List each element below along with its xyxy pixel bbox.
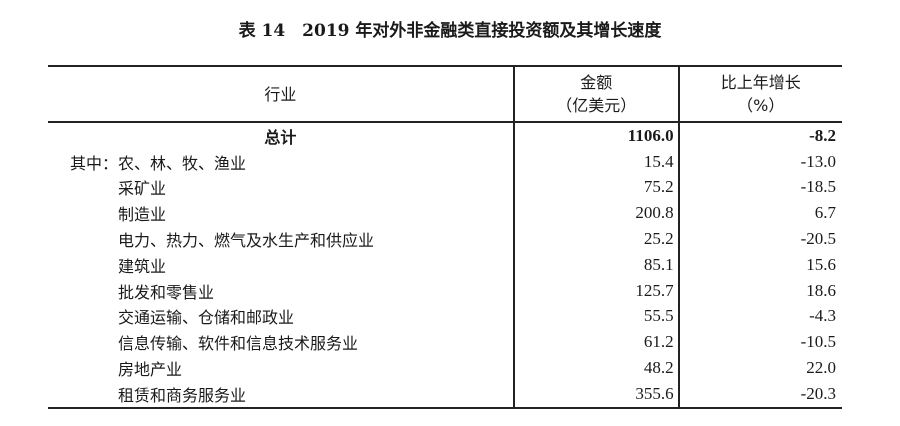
row-amount: 200.8	[512, 200, 679, 227]
row-label: 电力、热力、燃气及水生产和供应业	[118, 231, 375, 251]
table-row: 建筑业 85.1 15.6	[48, 251, 842, 278]
row-amount: 15.4	[512, 148, 679, 175]
table-row: 交通运输、仓储和邮政业 55.5 -4.3	[48, 303, 842, 330]
total-row: 总计 1106.0 -8.2	[48, 122, 842, 149]
row-label: 建筑业	[118, 256, 167, 276]
row-label: 租赁和商务服务业	[48, 380, 514, 409]
row-amount: 75.2	[512, 174, 679, 201]
header-growth: 比上年增长 （%）	[677, 65, 842, 123]
table-row: 批发和零售业 125.7 18.6	[48, 277, 842, 304]
row-label: 其中：农、林、牧、渔业	[70, 153, 247, 173]
header-amount: 金额 （亿美元）	[512, 65, 679, 123]
header-growth-label: 比上年增长	[720, 73, 801, 92]
row-growth: -13.0	[677, 148, 842, 175]
row-label: 批发和零售业	[118, 282, 215, 302]
row-amount: 85.1	[512, 251, 679, 278]
row-label: 制造业	[118, 205, 167, 225]
row-growth: -10.5	[677, 329, 842, 356]
table-row: 房地产业 48.2 22.0	[48, 355, 842, 381]
row-growth: -20.5	[677, 226, 842, 252]
row-growth: -20.3	[677, 380, 842, 409]
header-growth-unit: （%）	[737, 96, 785, 115]
row-growth: -4.3	[677, 303, 842, 330]
table-row: 租赁和商务服务业 355.6 -20.3	[48, 380, 842, 409]
table-row: 采矿业 75.2 -18.5	[48, 174, 842, 201]
table-title: 表 14 2019 年对外非金融类直接投资额及其增长速度	[238, 21, 662, 41]
investment-table: 行业 金额 （亿美元） 比上年增长 （%） 总计 1106.0 -8.2 其中：农、林、牧…	[48, 65, 842, 409]
row-label: 采矿业	[118, 179, 167, 199]
table-row: 制造业 200.8 6.7	[48, 200, 842, 227]
row-label: 信息传输、软件和信息技术服务业	[118, 334, 359, 354]
header-amount-unit: （亿美元）	[556, 96, 637, 115]
row-label: 房地产业	[118, 360, 183, 380]
header-row: 行业 金额 （亿美元） 比上年增长 （%）	[48, 65, 842, 123]
row-growth: -8.2	[677, 122, 842, 149]
row-label: 交通运输、仓储和邮政业	[118, 308, 295, 328]
row-growth: 18.6	[677, 277, 842, 304]
row-growth: 6.7	[677, 200, 842, 227]
row-label: 总计	[264, 127, 297, 147]
row-amount: 25.2	[512, 226, 679, 252]
header-industry: 行业	[48, 65, 514, 123]
row-amount: 125.7	[512, 277, 679, 304]
row-amount: 61.2	[512, 329, 679, 356]
row-amount: 1106.0	[512, 122, 679, 149]
header-amount-label: 金额	[580, 73, 613, 92]
row-growth: 22.0	[677, 355, 842, 381]
row-amount: 48.2	[512, 355, 679, 381]
table-row: 其中：农、林、牧、渔业 15.4 -13.0	[48, 148, 842, 175]
row-growth: 15.6	[677, 251, 842, 278]
row-amount: 55.5	[512, 303, 679, 330]
row-amount: 355.6	[512, 380, 679, 409]
table-row: 信息传输、软件和信息技术服务业 61.2 -10.5	[48, 329, 842, 356]
table-row: 电力、热力、燃气及水生产和供应业 25.2 -20.5	[48, 226, 842, 252]
row-growth: -18.5	[677, 174, 842, 201]
